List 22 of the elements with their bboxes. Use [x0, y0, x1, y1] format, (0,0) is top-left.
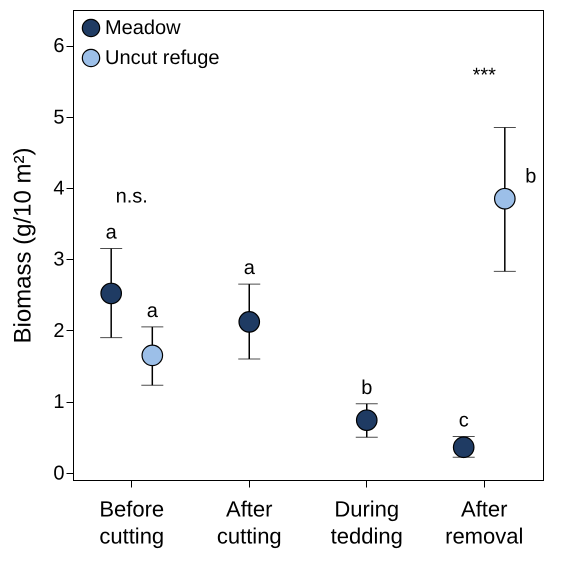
y-tick-label: 5 [53, 106, 64, 128]
legend-label: Meadow [105, 17, 182, 39]
y-tick-label: 1 [53, 391, 64, 414]
data-label: b [361, 376, 372, 399]
x-tick-label: During tedding [330, 496, 403, 548]
data-label: c [458, 410, 469, 432]
x-tick-label: Before cutting [99, 496, 164, 548]
y-tick-label: 0 [53, 462, 64, 484]
data-label: b [525, 166, 536, 188]
y-axis-title: Biomass (g/10 m²) [9, 147, 36, 344]
data-label: a [244, 257, 256, 280]
legend-label: Uncut refuge [105, 47, 220, 69]
annotation: *** [472, 64, 496, 86]
annotation: n.s. [116, 186, 148, 208]
y-tick-label: 3 [53, 248, 64, 271]
x-tick-label: After removal [445, 496, 524, 548]
data-label: a [146, 300, 159, 322]
x-tick-label: After cutting [216, 496, 282, 548]
y-tick-label: 2 [53, 320, 64, 342]
y-tick-label: 6 [53, 35, 64, 58]
data-label: a [106, 222, 118, 244]
y-tick-label: 4 [53, 178, 64, 200]
